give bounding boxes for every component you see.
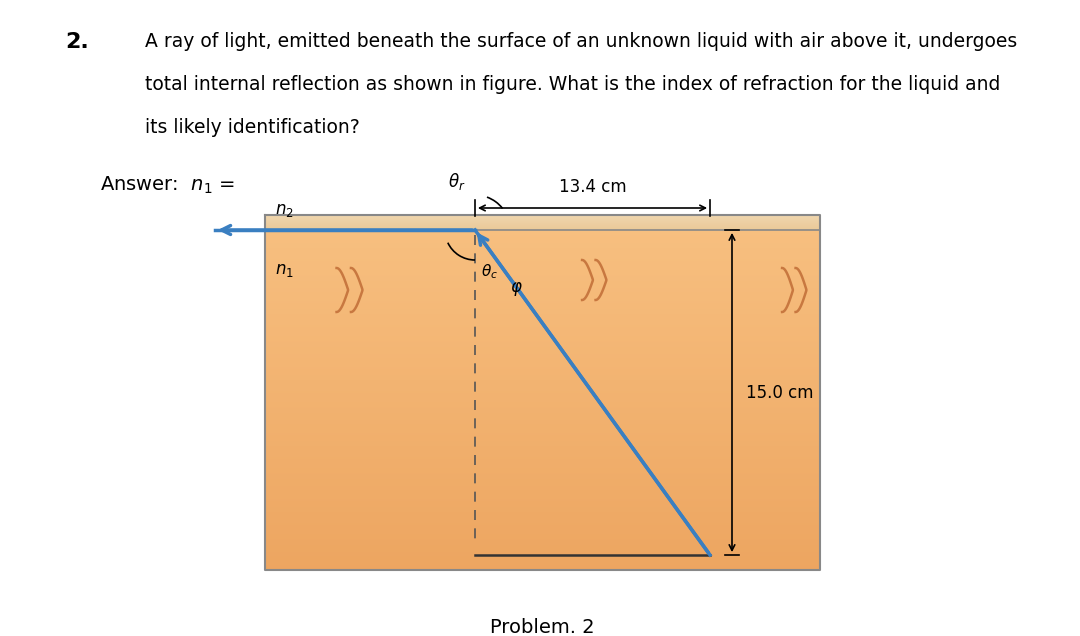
- Text: $\theta_c$: $\theta_c$: [481, 262, 498, 280]
- Text: 13.4 cm: 13.4 cm: [558, 178, 626, 196]
- Text: $n_2$: $n_2$: [275, 201, 294, 219]
- Text: Problem. 2: Problem. 2: [490, 618, 595, 636]
- Text: total internal reflection as shown in figure. What is the index of refraction fo: total internal reflection as shown in fi…: [145, 75, 1000, 94]
- Text: its likely identification?: its likely identification?: [145, 118, 360, 137]
- Text: 2.: 2.: [65, 32, 89, 52]
- Text: Answer:  $n_1$ =: Answer: $n_1$ =: [100, 175, 235, 197]
- Text: $n_1$: $n_1$: [275, 261, 294, 279]
- Text: $\varphi$: $\varphi$: [510, 280, 523, 298]
- Text: 15.0 cm: 15.0 cm: [746, 384, 813, 401]
- Text: $\theta_r$: $\theta_r$: [448, 171, 465, 192]
- Text: A ray of light, emitted beneath the surface of an unknown liquid with air above : A ray of light, emitted beneath the surf…: [145, 32, 1017, 51]
